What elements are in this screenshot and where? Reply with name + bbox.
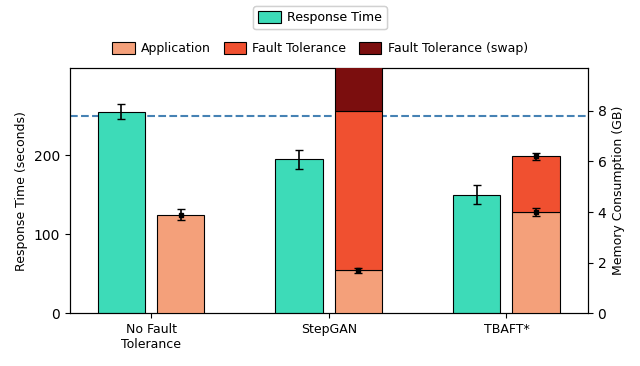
Y-axis label: Response Time (seconds): Response Time (seconds) xyxy=(15,111,28,270)
Bar xyxy=(453,195,500,313)
Bar xyxy=(157,214,204,313)
Bar xyxy=(335,60,382,111)
Y-axis label: Memory Consumption (GB): Memory Consumption (GB) xyxy=(612,106,625,275)
Legend: Application, Fault Tolerance, Fault Tolerance (swap): Application, Fault Tolerance, Fault Tole… xyxy=(108,37,532,60)
Bar xyxy=(513,156,560,212)
Bar xyxy=(275,159,323,313)
Bar xyxy=(335,111,382,270)
Bar xyxy=(335,270,382,313)
Bar xyxy=(98,112,145,313)
Legend: Response Time: Response Time xyxy=(253,6,387,29)
Bar xyxy=(513,212,560,313)
